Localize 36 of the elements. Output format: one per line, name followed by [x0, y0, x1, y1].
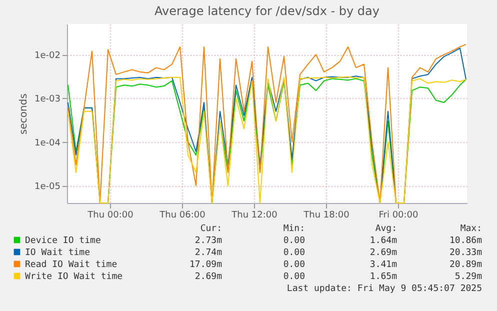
y-axis-title: seconds	[18, 94, 30, 134]
text: Cur:	[200, 224, 222, 234]
x-tick-label: Thu 06:00	[158, 210, 206, 220]
text: 2.74m	[194, 248, 222, 258]
text: 20.89m	[449, 260, 482, 270]
y-tick-label: 1e-03	[34, 94, 60, 105]
text: 2.73m	[194, 236, 222, 246]
y-tick-label: 1e-02	[34, 51, 60, 62]
text: 0.00	[283, 248, 305, 258]
text: 20.33m	[449, 248, 482, 258]
x-tick-label: Thu 18:00	[302, 210, 350, 220]
legend-label: IO Wait time	[25, 248, 90, 258]
y-tick-label: 1e-05	[34, 182, 60, 192]
text: 10.86m	[449, 236, 482, 246]
legend-label: Write IO Wait time	[25, 272, 123, 282]
legend-label: Device IO time	[25, 236, 101, 246]
text: 0.00	[283, 260, 305, 270]
x-tick-label: Thu 12:00	[230, 210, 278, 220]
text: Avg:	[375, 224, 397, 234]
y-tick-label: 1e-04	[34, 138, 61, 148]
text: 3.41m	[370, 260, 397, 270]
text: 5.29m	[454, 272, 482, 282]
chart-title: Average latency for /dev/sdx - by day	[154, 4, 380, 18]
legend-label: Read IO Wait time	[25, 260, 118, 270]
text: Min:	[283, 224, 305, 234]
text: 0.00	[283, 272, 305, 282]
text: 2.69m	[370, 248, 397, 258]
text: 17.09m	[189, 260, 222, 270]
text: Last update: Fri May 9 05:45:07 2025	[286, 284, 482, 294]
x-tick-label: Thu 00:00	[86, 210, 134, 220]
text: Max:	[460, 224, 482, 234]
text: 1.65m	[370, 272, 397, 282]
text: 0.00	[283, 236, 305, 246]
text: 2.69m	[194, 272, 222, 282]
text: 1.64m	[370, 236, 397, 246]
x-tick-label: Fri 00:00	[378, 210, 419, 220]
